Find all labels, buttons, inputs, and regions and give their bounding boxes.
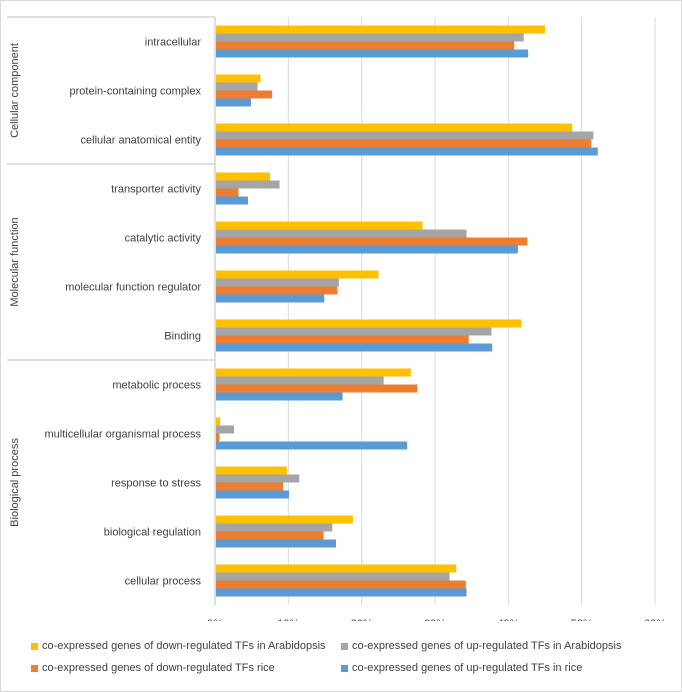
category-label: catalytic activity xyxy=(125,233,202,245)
category-label: molecular function regulator xyxy=(65,282,201,294)
category-label: protein-containing complex xyxy=(70,86,202,98)
bar xyxy=(216,278,339,287)
legend-swatch xyxy=(341,642,348,650)
legend: co-expressed genes of down-regulated TFs… xyxy=(31,635,671,679)
bar xyxy=(216,245,518,254)
legend-item-up-rice: co-expressed genes of up-regulated TFs i… xyxy=(341,662,641,674)
x-tick-label: 10% xyxy=(277,618,299,621)
legend-label: co-expressed genes of down-regulated TFs… xyxy=(42,662,275,674)
bar xyxy=(216,98,251,107)
bar xyxy=(216,221,423,230)
bar xyxy=(216,588,467,597)
bar xyxy=(216,25,545,34)
bar xyxy=(216,147,598,156)
bar xyxy=(216,229,467,238)
group-label: Molecular function xyxy=(9,217,21,306)
bar xyxy=(216,82,258,91)
bar xyxy=(216,392,343,401)
x-tick-label: 30% xyxy=(424,618,446,621)
legend-item-down-rice: co-expressed genes of down-regulated TFs… xyxy=(31,662,341,674)
bar xyxy=(216,515,353,524)
x-tick-label: 60% xyxy=(644,618,666,621)
bar xyxy=(216,180,280,189)
bars xyxy=(216,25,598,597)
category-label: Binding xyxy=(164,331,201,343)
bar xyxy=(216,539,336,548)
bar xyxy=(216,188,239,197)
bar xyxy=(216,343,493,352)
bar xyxy=(216,474,300,483)
bar xyxy=(216,74,261,83)
bar xyxy=(216,580,466,589)
bar xyxy=(216,376,384,385)
category-label: intracellular xyxy=(145,37,202,49)
gridlines xyxy=(214,17,656,605)
legend-swatch xyxy=(341,664,348,672)
bar xyxy=(216,482,284,491)
category-label: biological regulation xyxy=(104,527,201,539)
bar xyxy=(216,294,325,303)
bar xyxy=(216,564,457,573)
legend-item-up-arabidopsis: co-expressed genes of up-regulated TFs i… xyxy=(341,640,641,652)
bar xyxy=(216,327,492,336)
x-tick-label: 20% xyxy=(351,618,373,621)
bar xyxy=(216,90,273,99)
bar xyxy=(216,319,522,328)
legend-row-1: co-expressed genes of down-regulated TFs… xyxy=(31,635,671,657)
x-axis-ticks: 0% 10% 20% 30% 40% 50% 60% xyxy=(207,618,666,621)
bar xyxy=(216,490,290,499)
bar xyxy=(216,441,408,450)
group-label: Cellular component xyxy=(9,43,21,138)
group-dividers xyxy=(7,16,215,361)
bar-chart: intracellular protein-containing complex c… xyxy=(7,16,666,621)
bar xyxy=(216,123,573,132)
x-tick-label: 40% xyxy=(497,618,519,621)
bar xyxy=(216,433,220,442)
legend-row-2: co-expressed genes of down-regulated TFs… xyxy=(31,657,671,679)
category-label: response to stress xyxy=(111,478,201,490)
category-label: multicellular organismal process xyxy=(44,429,201,441)
bar xyxy=(216,368,411,377)
bar xyxy=(216,172,270,181)
bar xyxy=(216,523,333,532)
bar xyxy=(216,131,594,140)
category-label: metabolic process xyxy=(112,380,201,392)
x-tick-label: 50% xyxy=(571,618,593,621)
bar xyxy=(216,237,528,246)
category-labels: intracellular protein-containing complex c… xyxy=(44,37,201,588)
bar xyxy=(216,466,287,475)
bar xyxy=(216,417,221,426)
bar xyxy=(216,33,524,42)
legend-label: co-expressed genes of up-regulated TFs i… xyxy=(352,662,583,674)
group-label: Biological process xyxy=(9,438,21,527)
group-labels: Cellular component Molecular function Biol… xyxy=(9,43,21,527)
bar xyxy=(216,531,324,540)
legend-item-down-arabidopsis: co-expressed genes of down-regulated TFs… xyxy=(31,640,341,652)
bar xyxy=(216,384,418,393)
bar xyxy=(216,335,469,344)
x-tick-label: 0% xyxy=(207,618,223,621)
bar xyxy=(216,139,592,148)
legend-swatch xyxy=(31,664,38,672)
bar xyxy=(216,270,379,279)
bar xyxy=(216,196,248,205)
category-label: cellular process xyxy=(125,576,202,588)
bar xyxy=(216,286,338,295)
category-label: transporter activity xyxy=(111,184,201,196)
bar xyxy=(216,49,529,58)
legend-swatch xyxy=(31,642,38,650)
legend-label: co-expressed genes of up-regulated TFs i… xyxy=(352,640,622,652)
bar xyxy=(216,41,515,50)
category-label: cellular anatomical entity xyxy=(81,135,202,147)
bar xyxy=(216,425,235,434)
bar xyxy=(216,572,450,581)
legend-label: co-expressed genes of down-regulated TFs… xyxy=(42,640,326,652)
